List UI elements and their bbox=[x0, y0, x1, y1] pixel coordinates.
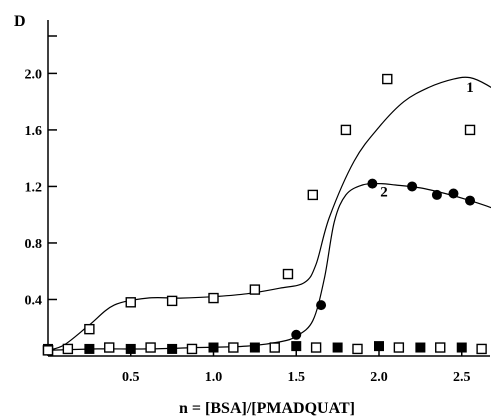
series-1-point bbox=[340, 124, 352, 136]
series-2-point bbox=[448, 188, 459, 199]
series-4-point bbox=[269, 342, 280, 353]
series-4-point bbox=[435, 342, 446, 353]
series-1-point bbox=[382, 73, 393, 85]
series-4-point bbox=[186, 343, 198, 355]
series-2-label: 2 bbox=[380, 185, 388, 201]
series-4-point bbox=[104, 342, 115, 353]
x-tick-label: 1.0 bbox=[205, 370, 223, 385]
series-4-point bbox=[145, 342, 156, 353]
series-2-point bbox=[465, 195, 476, 206]
series-2-line bbox=[47, 182, 491, 351]
series-3-point bbox=[456, 342, 467, 353]
x-tick-label: 0.5 bbox=[122, 370, 140, 385]
curves bbox=[47, 76, 491, 351]
series-3-point bbox=[167, 343, 178, 354]
y-axis-label: D bbox=[14, 13, 26, 30]
series-4-point bbox=[42, 345, 54, 356]
series-3-point bbox=[208, 342, 219, 353]
y-tick-label: 0.4 bbox=[25, 293, 43, 308]
series-1-line bbox=[47, 76, 491, 351]
labels: 1234 bbox=[380, 80, 474, 201]
series-4-point bbox=[228, 342, 239, 353]
series-3-point bbox=[125, 343, 136, 354]
y-tick-label: 1.6 bbox=[25, 124, 43, 139]
x-tick-label: 2.0 bbox=[370, 370, 388, 385]
series-1-point bbox=[282, 268, 294, 280]
series-4-point bbox=[393, 342, 405, 353]
series-3-point bbox=[84, 343, 95, 354]
x-tick-label: 1.5 bbox=[288, 370, 306, 385]
y-tick-label: 2.0 bbox=[25, 67, 43, 82]
ticks: 0.51.01.52.02.53.00.40.81.21.62.0 bbox=[25, 67, 471, 385]
x-tick-label: 2.5 bbox=[453, 370, 471, 385]
series-1-point bbox=[208, 292, 219, 304]
series-1-point bbox=[166, 295, 178, 307]
series-3-point bbox=[415, 342, 426, 353]
series-1-point bbox=[125, 297, 136, 308]
x-axis-label: n = [BSA]/[PMADQUAT] bbox=[179, 400, 355, 417]
series-2-point bbox=[407, 181, 418, 192]
series-2-point bbox=[291, 329, 302, 340]
series-3-point bbox=[291, 341, 302, 352]
series-4-point bbox=[352, 343, 363, 355]
y-tick-label: 1.2 bbox=[25, 180, 43, 195]
series-2-point bbox=[316, 300, 327, 311]
series-3-point bbox=[332, 342, 343, 353]
markers bbox=[42, 73, 487, 356]
series-1-point bbox=[464, 124, 476, 136]
series-1-point bbox=[84, 323, 95, 335]
series-4-point bbox=[310, 342, 322, 353]
series-1-point bbox=[249, 284, 261, 295]
series-1-point bbox=[307, 189, 318, 201]
series-1-label: 1 bbox=[466, 80, 474, 96]
series-3-point bbox=[374, 341, 384, 352]
series-2-point bbox=[431, 189, 442, 200]
series-4-point bbox=[476, 343, 487, 355]
y-tick-label: 0.8 bbox=[25, 237, 43, 252]
series-4-point bbox=[62, 343, 74, 355]
series-2-point bbox=[367, 178, 378, 189]
series-3-point bbox=[249, 342, 260, 353]
